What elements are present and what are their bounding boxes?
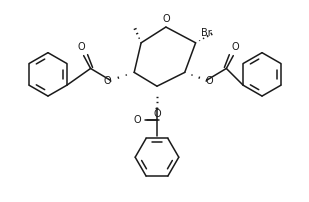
Text: O: O	[205, 76, 213, 86]
Text: O: O	[133, 115, 141, 125]
Text: O: O	[78, 42, 86, 52]
Text: O: O	[231, 42, 239, 52]
Text: O: O	[162, 14, 170, 24]
Text: O: O	[153, 109, 161, 119]
Text: O: O	[104, 76, 111, 86]
Text: Br: Br	[201, 28, 211, 38]
